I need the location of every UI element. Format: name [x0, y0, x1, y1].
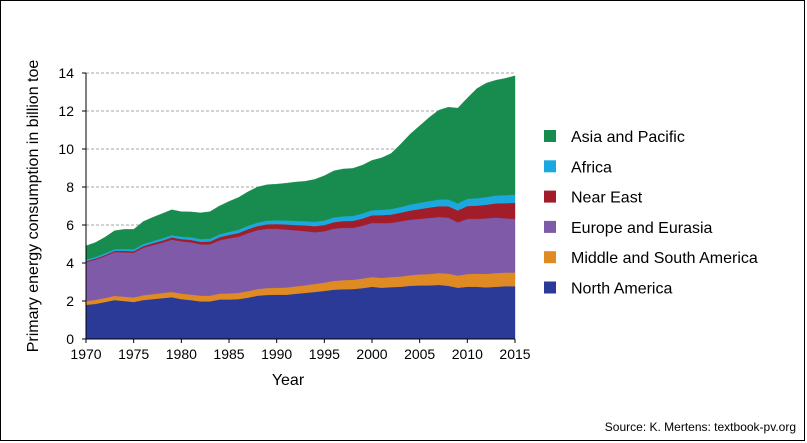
legend-label-north-america: North America [571, 281, 672, 298]
y-tick-label-8: 8 [66, 179, 74, 195]
legend-label-europe-and-eurasia: Europe and Eurasia [571, 220, 713, 237]
legend-label-near-east: Near East [571, 190, 643, 207]
x-axis-title: Year [272, 372, 305, 389]
x-tick-label-1975: 1975 [118, 346, 149, 362]
y-tick-label-0: 0 [66, 331, 74, 347]
y-tick-label-14: 14 [58, 65, 74, 81]
legend-label-africa: Africa [571, 159, 612, 176]
y-tick-label-2: 2 [66, 293, 74, 309]
x-tick-label-2010: 2010 [452, 346, 483, 362]
legend-swatch-north-america [544, 281, 556, 294]
x-tick-label-2000: 2000 [356, 346, 387, 362]
legend-swatch-near-east [544, 190, 556, 203]
y-axis-title: Primary energy consumption in billion to… [25, 60, 42, 353]
x-tick-label-2015: 2015 [499, 346, 530, 362]
axes [85, 73, 515, 340]
y-tick-labels: 0 2 4 6 8 10 12 14 [58, 65, 86, 347]
x-tick-label-1980: 1980 [166, 346, 197, 362]
x-tick-label-1990: 1990 [261, 346, 292, 362]
x-tick-label-2005: 2005 [404, 346, 435, 362]
x-tick-label-1985: 1985 [213, 346, 244, 362]
legend-label-asia-and-pacific: Asia and Pacific [571, 129, 685, 146]
area-series [85, 75, 516, 340]
source-note: Source: K. Mertens: textbook-pv.org [605, 420, 796, 434]
legend: Asia and Pacific Africa Near East Europe an… [544, 129, 758, 298]
legend-label-middle-and-south-america: Middle and South America [571, 250, 758, 267]
x-tick-label-1995: 1995 [309, 346, 340, 362]
y-tick-label-6: 6 [66, 217, 74, 233]
y-tick-label-10: 10 [58, 141, 74, 157]
area-asia-and-pacific [85, 75, 516, 260]
y-tick-label-4: 4 [66, 255, 74, 271]
legend-swatch-asia-and-pacific [544, 130, 556, 142]
legend-swatch-middle-and-south-america [544, 251, 556, 264]
x-tick-labels: 1970 1975 1980 1985 1990 1995 2000 2005 2010 2015 [70, 339, 531, 362]
legend-swatch-europe-and-eurasia [544, 220, 556, 233]
legend-swatch-africa [544, 160, 556, 173]
y-tick-label-12: 12 [58, 103, 74, 119]
x-tick-label-1970: 1970 [70, 346, 101, 362]
